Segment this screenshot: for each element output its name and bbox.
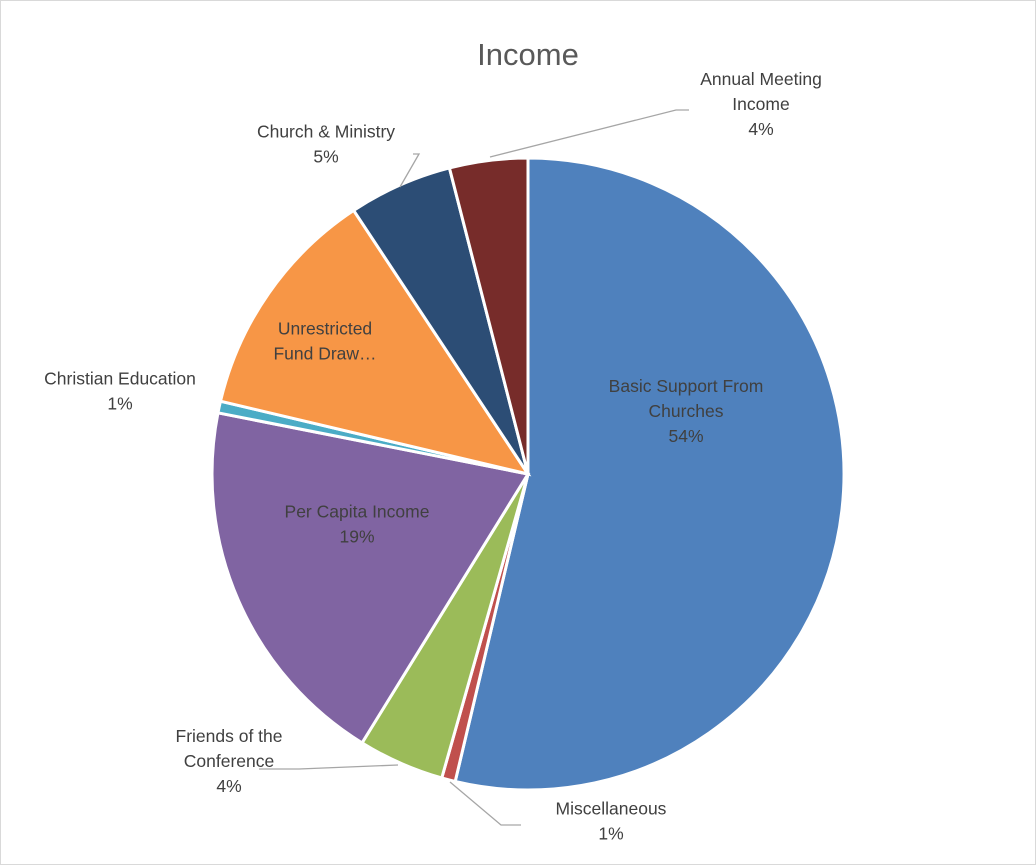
data-label: Friends of the Conference 4% [176, 726, 283, 796]
leader-line [259, 764, 399, 770]
data-label: Church & Ministry 5% [257, 122, 395, 167]
data-label: Miscellaneous 1% [556, 799, 667, 844]
leader-line [449, 781, 521, 826]
pie-slice-per-capita-income[interactable] [210, 411, 531, 745]
leader-lines [259, 109, 689, 826]
data-labels: Basic Support From Churches 54% Miscellaneo… [44, 69, 822, 844]
data-label: Annual Meeting Income 4% [700, 69, 822, 139]
leader-line [489, 109, 689, 158]
data-label: Per Capita Income 19% [285, 502, 430, 547]
pie-slice-annual-meeting-income[interactable] [447, 156, 530, 475]
pie-slice-unrestricted-fund-draw[interactable] [218, 208, 532, 477]
data-label: Unrestricted Fund Draw… [273, 319, 376, 364]
pie-slice-basic-support-from-churches[interactable] [453, 156, 846, 792]
pie-slices [210, 156, 846, 792]
chart-title: Income [477, 37, 579, 72]
data-label: Basic Support From Churches 54% [609, 376, 764, 446]
leader-line [399, 153, 421, 188]
data-label: Christian Education 1% [44, 369, 196, 414]
